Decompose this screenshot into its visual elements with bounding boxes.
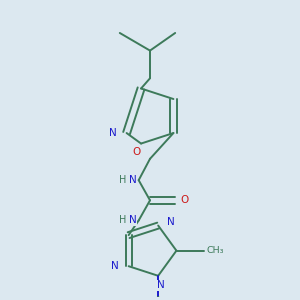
Text: N: N	[167, 217, 175, 227]
Text: N: N	[128, 215, 136, 226]
Text: N: N	[157, 280, 165, 290]
Text: H: H	[118, 175, 126, 185]
Text: N: N	[109, 128, 117, 138]
Text: H: H	[118, 215, 126, 226]
Text: N: N	[128, 175, 136, 185]
Text: N: N	[111, 261, 119, 271]
Text: O: O	[181, 195, 189, 205]
Text: O: O	[132, 147, 141, 158]
Text: CH₃: CH₃	[207, 246, 224, 255]
